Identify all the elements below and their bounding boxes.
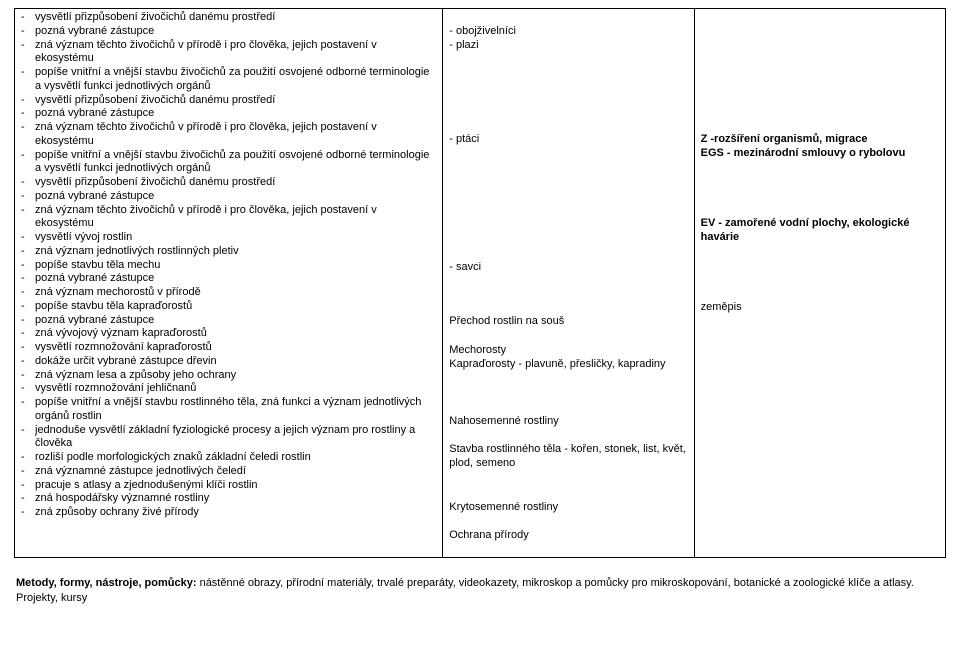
page: vysvětlí přizpůsobení živočichů danému p… bbox=[0, 0, 960, 616]
outcome-item: pozná vybrané zástupce bbox=[21, 25, 436, 39]
footer: Metody, formy, nástroje, pomůcky: nástěn… bbox=[14, 558, 946, 616]
outcome-item: zná význam lesa a způsoby jeho ochrany bbox=[21, 369, 436, 383]
outcome-item: vysvětlí přizpůsobení živočichů danému p… bbox=[21, 11, 436, 25]
col-links: Z -rozšíření organismů, migraceEGS - mez… bbox=[694, 9, 945, 558]
outcome-item: vysvětlí přizpůsobení živočichů danému p… bbox=[21, 176, 436, 190]
outcome-item: zná významné zástupce jednotlivých čeled… bbox=[21, 465, 436, 479]
outcome-item: pozná vybrané zástupce bbox=[21, 107, 436, 121]
topic-line: - ptáci bbox=[449, 133, 687, 147]
outcome-item: zná význam těchto živočichů v přírodě i … bbox=[21, 204, 436, 232]
footer-line2: Projekty, kursy bbox=[16, 592, 87, 604]
outcome-item: vysvětlí rozmnožování jehličnanů bbox=[21, 382, 436, 396]
outcome-item: vysvětlí přizpůsobení živočichů danému p… bbox=[21, 94, 436, 108]
outcome-item: popíše stavbu těla kapraďorostů bbox=[21, 300, 436, 314]
outcome-item: rozliší podle morfologických znaků zákla… bbox=[21, 451, 436, 465]
topic-line: Kapraďorosty - plavuně, přesličky, kapra… bbox=[449, 358, 687, 372]
main-table: vysvětlí přizpůsobení živočichů danému p… bbox=[14, 8, 946, 558]
outcome-item: zná význam jednotlivých rostlinných plet… bbox=[21, 245, 436, 259]
topic-line: - plazi bbox=[449, 39, 687, 53]
link-line: EV - zamořené vodní plochy, ekologické h… bbox=[701, 217, 939, 245]
footer-bold: Metody, formy, nástroje, pomůcky: bbox=[16, 577, 197, 589]
outcome-item: vysvětlí rozmnožování kapraďorostů bbox=[21, 341, 436, 355]
outcome-item: pracuje s atlasy a zjednodušenými klíči … bbox=[21, 479, 436, 493]
outcome-item: popíše vnitřní a vnější stavbu živočichů… bbox=[21, 149, 436, 177]
outcome-item: pozná vybrané zástupce bbox=[21, 190, 436, 204]
topic-line: - obojživelníci bbox=[449, 25, 687, 39]
outcome-item: zná význam mechorostů v přírodě bbox=[21, 286, 436, 300]
topic-line: Ochrana přírody bbox=[449, 529, 687, 543]
outcomes-list: vysvětlí přizpůsobení živočichů danému p… bbox=[21, 11, 436, 520]
outcome-item: popíše vnitřní a vnější stavbu rostlinné… bbox=[21, 396, 436, 424]
link-line: zeměpis bbox=[701, 301, 939, 315]
col-topics: - obojživelníci- plazi - ptáci - savci Přec… bbox=[443, 9, 694, 558]
topic-line: Nahosemenné rostliny bbox=[449, 415, 687, 429]
link-line: EGS - mezinárodní smlouvy o rybolovu bbox=[701, 147, 939, 161]
outcome-item: pozná vybrané zástupce bbox=[21, 314, 436, 328]
outcome-item: zná způsoby ochrany živé přírody bbox=[21, 506, 436, 520]
outcome-item: zná vývojový význam kapraďorostů bbox=[21, 327, 436, 341]
topic-line: - savci bbox=[449, 261, 687, 275]
topic-line: Krytosemenné rostliny bbox=[449, 501, 687, 515]
outcome-item: jednoduše vysvětlí základní fyziologické… bbox=[21, 424, 436, 452]
outcome-item: popíše stavbu těla mechu bbox=[21, 259, 436, 273]
topic-line: Mechorosty bbox=[449, 344, 687, 358]
outcome-item: zná význam těchto živočichů v přírodě i … bbox=[21, 39, 436, 67]
col-outcomes: vysvětlí přizpůsobení živočichů danému p… bbox=[15, 9, 443, 558]
outcome-item: popíše vnitřní a vnější stavbu živočichů… bbox=[21, 66, 436, 94]
link-line: Z -rozšíření organismů, migrace bbox=[701, 133, 939, 147]
topic-line: Stavba rostlinného těla - kořen, stonek,… bbox=[449, 443, 687, 471]
outcome-item: zná hospodářsky významné rostliny bbox=[21, 492, 436, 506]
topic-line: Přechod rostlin na souš bbox=[449, 315, 687, 329]
footer-text: nástěnné obrazy, přírodní materiály, trv… bbox=[197, 577, 914, 589]
outcome-item: vysvětlí vývoj rostlin bbox=[21, 231, 436, 245]
outcome-item: zná význam těchto živočichů v přírodě i … bbox=[21, 121, 436, 149]
outcome-item: pozná vybrané zástupce bbox=[21, 272, 436, 286]
outcome-item: dokáže určit vybrané zástupce dřevin bbox=[21, 355, 436, 369]
